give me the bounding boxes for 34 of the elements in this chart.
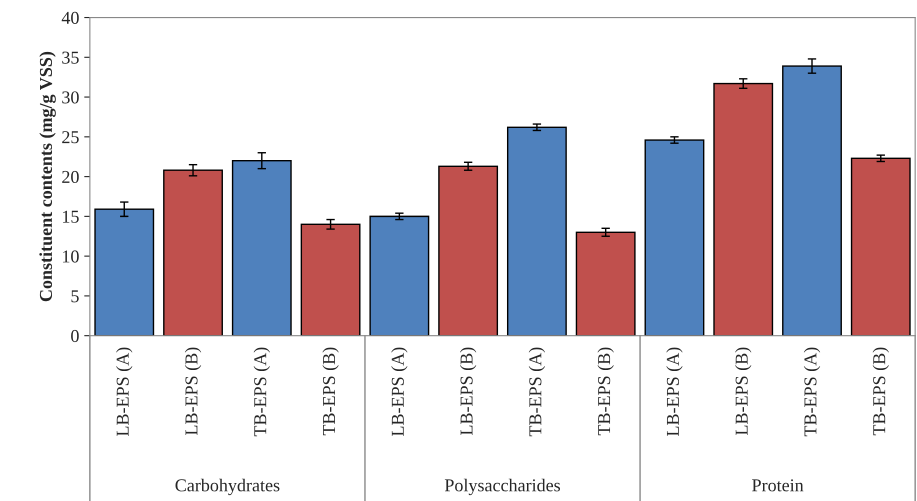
bar — [300, 224, 361, 336]
text: Protein — [752, 479, 804, 492]
bar — [713, 82, 774, 336]
y-tick-label: 25 — [62, 131, 79, 144]
bar — [506, 126, 567, 336]
y-tick-label: 15 — [62, 210, 79, 223]
x-tick-label: TB-EPS (A) — [528, 348, 546, 436]
text: Polysaccharides — [444, 478, 560, 496]
x-tick-label: LB-EPS (B) — [735, 348, 752, 436]
x-tick-label: LB-EPS (A) — [666, 348, 683, 436]
y-tick-label: 40 — [62, 12, 79, 24]
bar — [438, 166, 498, 336]
y-tick-label: 10 — [62, 250, 79, 263]
text: Carbohydrates — [176, 478, 280, 496]
x-tick-label: LB-EPS (A) — [116, 348, 132, 436]
x-tick-label: TB-EPS (B) — [872, 348, 889, 436]
x-tick-label: TB-EPS (A) — [254, 348, 270, 436]
y-tick-label: 0 — [71, 330, 79, 342]
y-tick-label: 20 — [62, 170, 79, 184]
y-axis-title: Constituent contents (mg/g VSS) — [39, 52, 56, 302]
bar — [644, 139, 704, 336]
bar — [850, 158, 911, 336]
x-tick-label: LB-EPS (A) — [391, 348, 408, 436]
y-tick-label: 35 — [62, 52, 79, 64]
bar — [576, 232, 636, 336]
x-tick-label: LB-EPS (B) — [184, 348, 202, 436]
y-tick-label: 5 — [71, 290, 79, 302]
y-tick-label: 30 — [62, 91, 79, 104]
bar — [369, 216, 430, 336]
x-tick-label: TB-EPS (B) — [597, 348, 614, 436]
x-tick-label: TB-EPS (A) — [804, 348, 820, 436]
bar — [163, 170, 223, 336]
x-tick-label: TB-EPS (B) — [322, 348, 339, 436]
x-tick-label: LB-EPS (B) — [460, 348, 476, 436]
